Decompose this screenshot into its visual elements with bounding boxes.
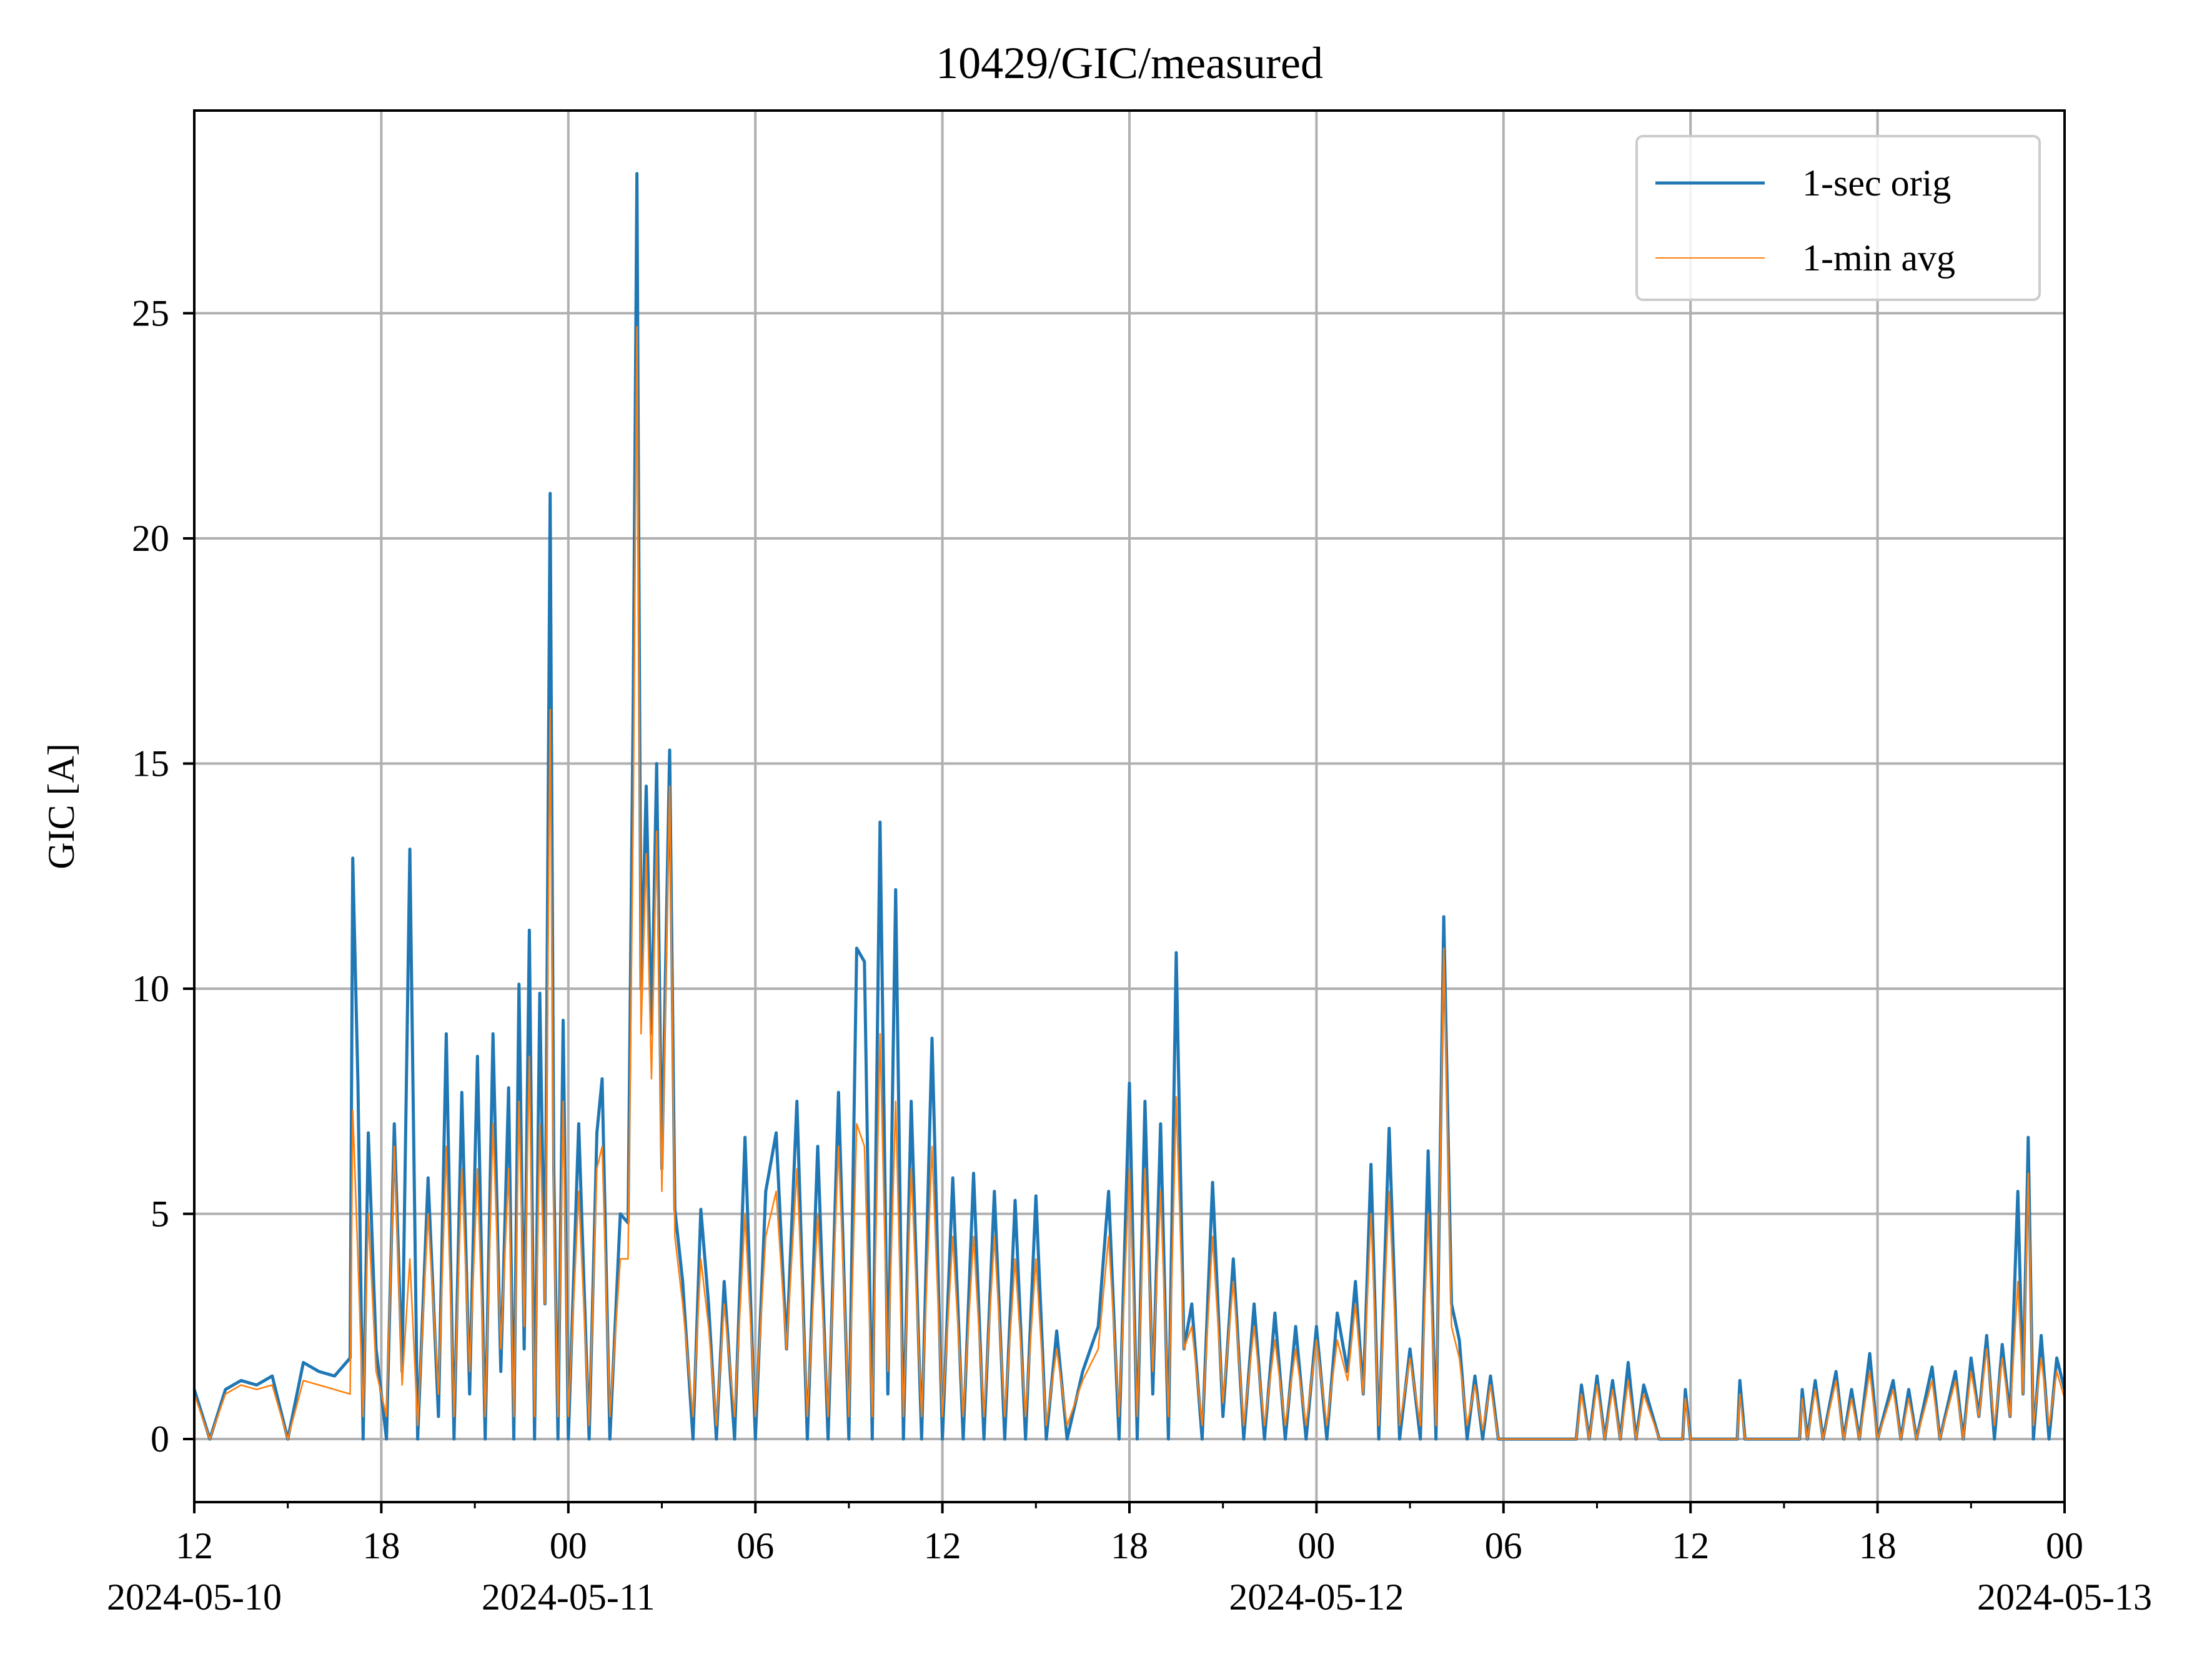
chart-title: 10429/GIC/measured <box>936 38 1323 88</box>
legend-box <box>1635 135 2041 301</box>
y-tick-label: 5 <box>151 1194 169 1235</box>
x-tick-label: 00 <box>550 1525 587 1566</box>
x-tick-label: 06 <box>1485 1525 1522 1566</box>
legend-label-1sec: 1-sec orig <box>1802 162 1951 204</box>
y-tick-label: 20 <box>132 518 169 559</box>
x-tick-label: 00 <box>1297 1525 1335 1566</box>
x-tick-label: 12 <box>176 1525 213 1566</box>
y-tick-label: 10 <box>132 968 169 1009</box>
series-1min-avg <box>193 325 2066 1440</box>
legend: 1-sec orig 1-min avg <box>1635 135 2041 301</box>
y-axis-label: GIC [A] <box>41 743 82 869</box>
x-tick-label: 12 <box>1672 1525 1709 1566</box>
x-tick-label: 06 <box>737 1525 774 1566</box>
legend-label-1min: 1-min avg <box>1802 237 1955 279</box>
grid <box>193 111 2066 1502</box>
y-tick-label: 15 <box>132 743 169 784</box>
x-tick-label: 00 <box>2046 1525 2083 1566</box>
axis-ticks: 0 5 10 15 20 25 12 2024-05-10 18 00 2024-05-11 06 12… <box>107 292 2152 1618</box>
x-date-label: 2024-05-13 <box>1977 1576 2152 1618</box>
x-tick-label: 12 <box>924 1525 961 1566</box>
x-tick-label: 18 <box>1111 1525 1148 1566</box>
plot-area <box>192 172 2066 1441</box>
x-date-label: 2024-05-12 <box>1229 1576 1404 1618</box>
x-tick-label: 18 <box>1859 1525 1897 1566</box>
y-tick-label: 0 <box>151 1418 169 1460</box>
x-date-label: 2024-05-11 <box>482 1576 655 1618</box>
x-tick-label: 18 <box>362 1525 400 1566</box>
x-date-label: 2024-05-10 <box>107 1576 282 1618</box>
y-tick-label: 25 <box>132 292 169 334</box>
